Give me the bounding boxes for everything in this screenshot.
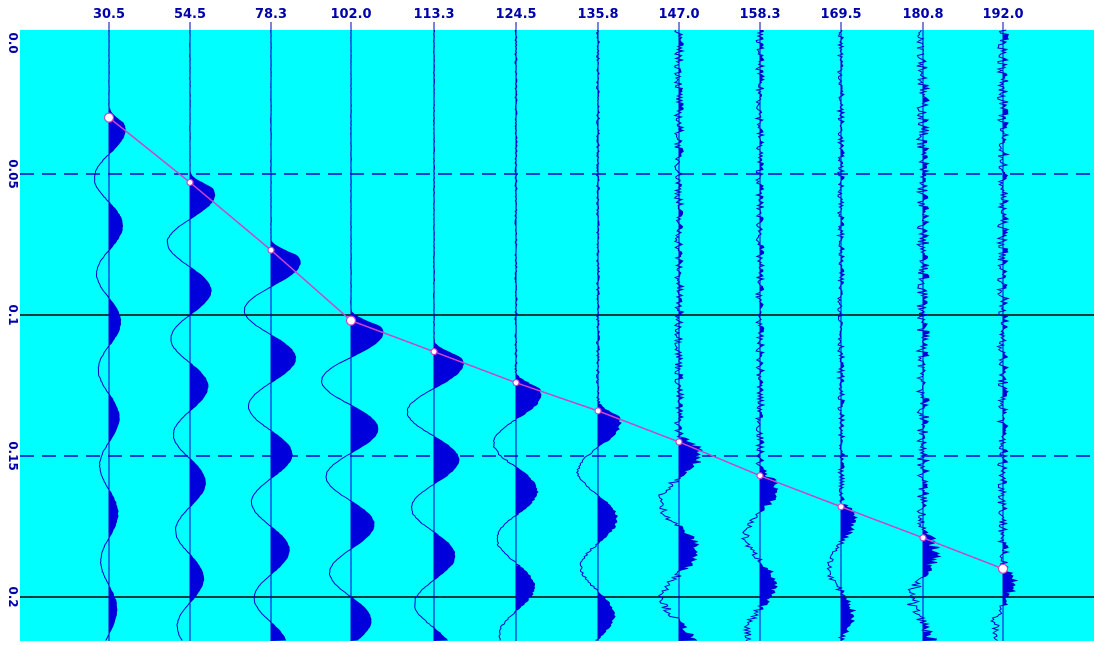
seismic-trace xyxy=(243,29,301,641)
trace-wiggle xyxy=(826,29,858,641)
seismic-trace xyxy=(94,29,126,641)
x-tick-label: 180.8 xyxy=(902,7,943,22)
y-tick-label: 0.1 xyxy=(6,304,20,325)
seismic-trace xyxy=(826,29,858,641)
pick-point[interactable] xyxy=(919,534,927,542)
seismic-trace xyxy=(492,29,542,641)
seismic-trace xyxy=(575,29,622,641)
trace-positive-fill xyxy=(760,30,778,611)
y-tick-labels: 0.0 0.05 0.1 0.15 0.2 xyxy=(6,32,20,607)
x-tick-label: 135.8 xyxy=(577,7,618,22)
trace-positive-fill xyxy=(351,30,383,641)
x-tick-label: 147.0 xyxy=(658,7,699,22)
trace-positive-fill xyxy=(109,31,126,635)
x-tick-label: 54.5 xyxy=(174,7,206,22)
pick-point[interactable] xyxy=(345,315,357,326)
pick-point[interactable] xyxy=(594,407,602,415)
pick-line xyxy=(108,117,1004,570)
first-break-picks xyxy=(103,112,1009,574)
y-tick-label: 0.2 xyxy=(6,586,20,607)
x-axis-strip xyxy=(20,0,1094,30)
x-tick-label: 113.3 xyxy=(413,7,454,22)
trace-positive-fill xyxy=(598,31,621,641)
seismic-trace xyxy=(740,29,779,641)
x-tick-label: 78.3 xyxy=(255,7,287,22)
plot-area xyxy=(20,30,1094,641)
x-tick-label: 124.5 xyxy=(495,7,536,22)
pick-point[interactable] xyxy=(837,503,845,511)
pick-point[interactable] xyxy=(756,472,764,480)
seismic-trace xyxy=(166,29,216,641)
pick-point[interactable] xyxy=(267,246,275,254)
seismic-trace xyxy=(658,29,704,641)
x-tick-label: 158.3 xyxy=(739,7,780,22)
trace-wiggle xyxy=(321,29,384,641)
trace-wiggle xyxy=(575,29,622,641)
x-tick-label: 30.5 xyxy=(93,7,125,22)
pick-point[interactable] xyxy=(997,563,1009,574)
trace-positive-fill xyxy=(190,30,215,603)
pick-point[interactable] xyxy=(103,112,115,123)
pick-point[interactable] xyxy=(512,379,520,387)
trace-wiggle xyxy=(907,29,942,641)
pick-point[interactable] xyxy=(430,348,438,356)
seismic-trace xyxy=(990,29,1019,641)
y-tick-label: 0.15 xyxy=(6,441,20,471)
pick-point[interactable] xyxy=(186,178,194,187)
y-axis-strip xyxy=(0,0,20,641)
y-tick-label: 0.0 xyxy=(6,32,20,53)
gridlines xyxy=(20,173,1094,598)
x-tick-label: 169.5 xyxy=(820,7,861,22)
x-tick-label: 102.0 xyxy=(330,7,371,22)
trace-positive-fill xyxy=(516,36,541,611)
trace-wiggle xyxy=(243,29,301,641)
trace-wiggle xyxy=(406,29,464,641)
seismic-trace xyxy=(321,29,384,641)
traces xyxy=(94,29,1019,641)
trace-wiggle xyxy=(166,29,216,641)
x-tick-label: 192.0 xyxy=(982,7,1023,22)
y-tick-label: 0.05 xyxy=(6,159,20,189)
trace-wiggle xyxy=(658,29,704,641)
x-tick-labels: 30.5 54.5 78.3 102.0 113.3 124.5 135.8 147.0 158… xyxy=(93,7,1024,30)
trace-wiggle xyxy=(990,29,1019,641)
trace-wiggle xyxy=(492,29,542,641)
pick-point[interactable] xyxy=(675,438,683,446)
seismic-trace xyxy=(406,29,464,641)
trace-positive-fill xyxy=(841,30,857,641)
trace-wiggle xyxy=(740,29,779,641)
trace-wiggle xyxy=(94,29,126,641)
trace-positive-fill xyxy=(923,39,940,641)
